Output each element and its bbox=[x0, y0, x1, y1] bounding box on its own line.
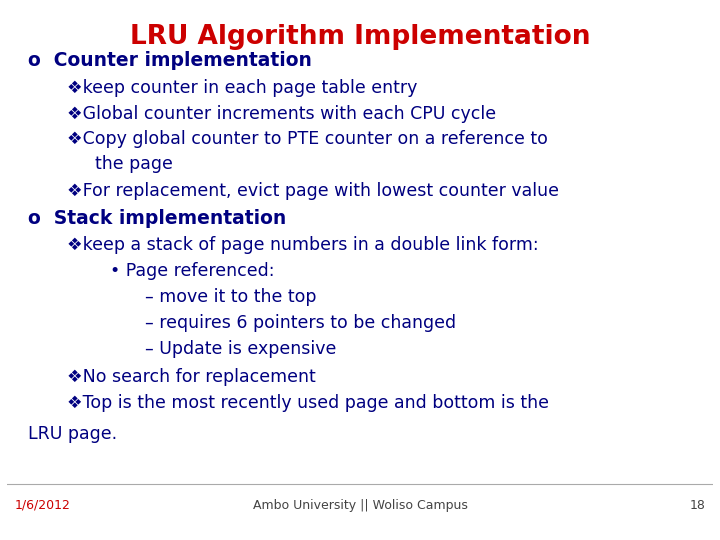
Text: LRU Algorithm Implementation: LRU Algorithm Implementation bbox=[130, 24, 590, 50]
Text: ❖No search for replacement: ❖No search for replacement bbox=[67, 368, 316, 386]
Text: LRU page.: LRU page. bbox=[28, 425, 117, 443]
Text: – Update is expensive: – Update is expensive bbox=[145, 340, 336, 358]
Text: ❖Global counter increments with each CPU cycle: ❖Global counter increments with each CPU… bbox=[67, 105, 496, 123]
Text: 1/6/2012: 1/6/2012 bbox=[14, 499, 70, 512]
Text: ❖keep a stack of page numbers in a double link form:: ❖keep a stack of page numbers in a doubl… bbox=[67, 236, 539, 254]
Text: ❖keep counter in each page table entry: ❖keep counter in each page table entry bbox=[67, 79, 418, 98]
Text: ❖Top is the most recently used page and bottom is the: ❖Top is the most recently used page and … bbox=[67, 394, 549, 412]
Text: o  Stack implementation: o Stack implementation bbox=[28, 208, 287, 228]
Text: ❖Copy global counter to PTE counter on a reference to: ❖Copy global counter to PTE counter on a… bbox=[67, 130, 548, 148]
Text: the page: the page bbox=[95, 155, 174, 173]
Text: – move it to the top: – move it to the top bbox=[145, 288, 316, 306]
Text: 18: 18 bbox=[690, 499, 706, 512]
Text: – requires 6 pointers to be changed: – requires 6 pointers to be changed bbox=[145, 314, 456, 332]
Text: Ambo University || Woliso Campus: Ambo University || Woliso Campus bbox=[253, 499, 467, 512]
Text: • Page referenced:: • Page referenced: bbox=[109, 262, 274, 280]
Text: ❖For replacement, evict page with lowest counter value: ❖For replacement, evict page with lowest… bbox=[67, 181, 559, 200]
Text: o  Counter implementation: o Counter implementation bbox=[28, 51, 312, 70]
